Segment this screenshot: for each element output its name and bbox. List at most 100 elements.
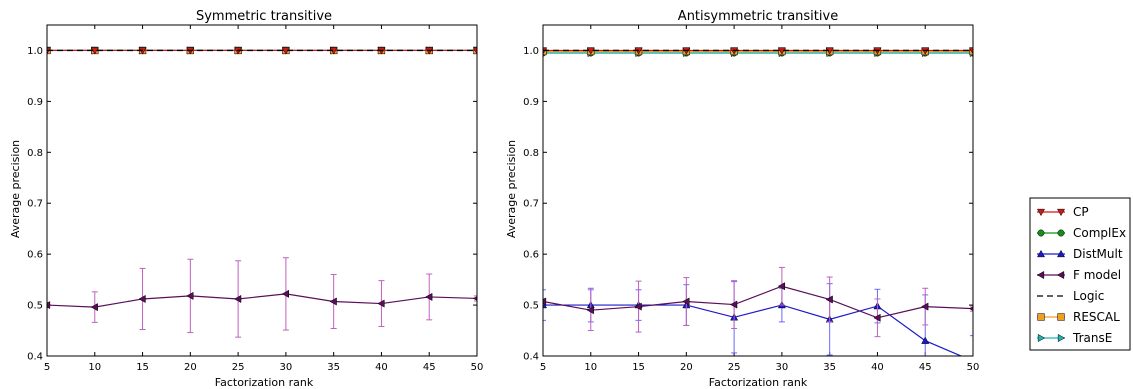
x-tick-label: 15 [136,362,149,373]
x-tick-label: 25 [728,362,741,373]
data-point [47,301,51,310]
x-tick-label: 10 [88,362,101,373]
data-point [377,299,385,308]
legend-marker [1036,270,1045,280]
chart-title: Symmetric transitive [196,9,332,24]
data-point [968,47,973,55]
y-tick-label: 0.6 [523,250,539,261]
y-tick-label: 0.8 [523,148,539,159]
x-tick-label: 20 [680,362,693,373]
series-line-f-model [543,285,973,319]
legend-entry-f-model: F model [1036,268,1121,282]
legend-label: ComplEx [1073,226,1126,240]
legend-entry-transe: TransE [1037,331,1112,345]
chart-antisymmetric-transitive: Antisymmetric transitive Factorization r… [505,9,979,389]
legend-label: TransE [1072,331,1112,345]
legend-marker [1057,229,1065,237]
legend-entry-distmult: DistMult [1036,247,1123,261]
plot-frame [542,24,974,357]
legend-marker [1056,208,1066,217]
series-distmult [543,281,973,356]
legend-entry-complex: ComplEx [1037,226,1126,240]
y-axis-label: Average precision [505,140,518,238]
x-tick-label: 40 [871,362,884,373]
chart-symmetric-transitive: Symmetric transitive Factorization rank … [9,9,483,389]
legend-marker [1037,229,1045,237]
series-f-model [47,257,477,338]
legend-label: RESCAL [1073,310,1120,324]
data-point [825,295,833,304]
data-point [186,291,194,300]
data-point [281,289,290,298]
legend-marker [1056,270,1065,280]
legend: CP ComplEx DistMult F model Logic RESCAL Trans… [1029,197,1131,351]
x-tick-label: 45 [919,362,932,373]
y-tick-label: 0.8 [27,148,43,159]
legend-entry-rescal: RESCAL [1037,310,1120,324]
x-tick-label: 30 [776,362,789,373]
legend-entry-logic: Logic [1037,289,1104,303]
legend-marker [1057,333,1066,343]
x-tick-label: 15 [632,362,645,373]
x-tick-label: 30 [280,362,293,373]
x-axis-label: Factorization rank [709,376,808,389]
data-point [921,302,929,311]
x-tick-label: 45 [423,362,436,373]
x-tick-label: 35 [327,362,340,373]
data-point [873,313,881,322]
x-tick-label: 50 [967,362,980,373]
x-tick-label: 5 [44,362,50,373]
legend-entry-cp: CP [1036,205,1089,219]
series-f-model [543,266,973,338]
y-tick-label: 1.0 [27,46,43,57]
series-line-distmult [543,304,963,356]
x-axis-label: Factorization rank [215,376,314,389]
legend-marker [1057,313,1065,321]
data-point [921,336,930,344]
data-point [543,297,547,306]
legend-marker [1036,249,1046,258]
legend-marker [1037,313,1045,321]
data-point [586,306,594,315]
data-point [729,300,738,309]
legend-marker [1037,333,1046,343]
data-point [682,297,690,306]
legend-marker [1056,249,1066,258]
y-tick-label: 0.9 [27,97,43,108]
y-tick-label: 0.6 [27,250,43,261]
series-line-f-model [47,293,477,308]
y-tick-label: 0.4 [523,352,539,363]
y-axis-label: Average precision [9,140,22,238]
series-rescal [543,47,973,56]
y-tick-label: 0.9 [523,97,539,108]
data-point [233,294,242,303]
x-tick-label: 25 [232,362,245,373]
data-point [329,297,337,306]
legend-label: F model [1073,268,1121,282]
data-point [634,302,642,311]
data-point [472,47,477,55]
legend-label: CP [1073,205,1089,219]
legend-label: Logic [1073,289,1104,303]
legend-frame [1029,197,1131,351]
x-tick-label: 5 [540,362,546,373]
y-tick-label: 0.7 [523,199,539,210]
plot-frame [46,24,478,357]
data-point [138,294,146,303]
y-tick-label: 0.7 [27,199,43,210]
x-tick-label: 50 [471,362,484,373]
x-tick-label: 35 [823,362,836,373]
x-tick-label: 20 [184,362,197,373]
y-tick-label: 1.0 [523,46,539,57]
chart-title: Antisymmetric transitive [678,9,838,24]
legend-marker [1036,208,1046,217]
y-tick-label: 0.5 [27,301,43,312]
y-tick-label: 0.4 [27,352,43,363]
x-tick-label: 10 [584,362,597,373]
data-point [425,292,433,301]
y-tick-label: 0.5 [523,301,539,312]
legend-label: DistMult [1073,247,1123,261]
x-tick-label: 40 [375,362,388,373]
data-point [90,303,98,312]
